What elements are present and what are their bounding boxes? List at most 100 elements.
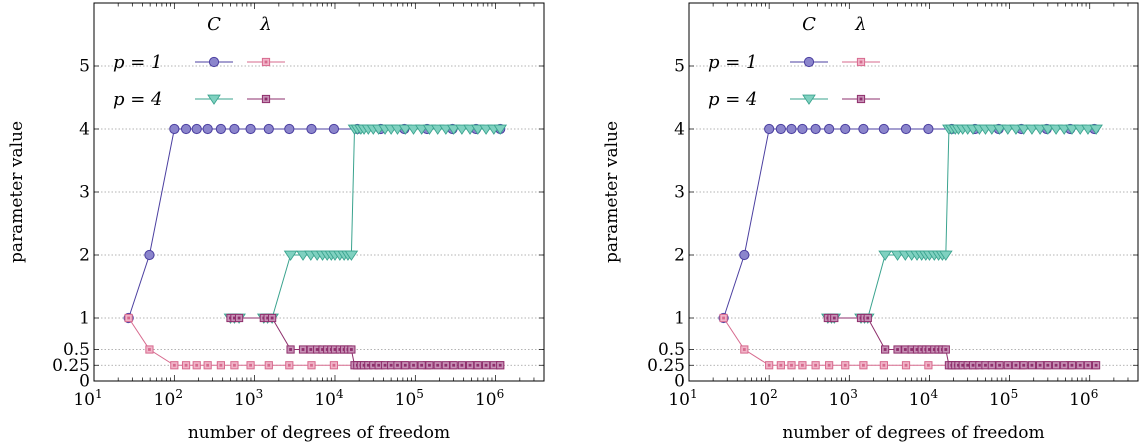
legend-marker [803,56,815,68]
x-tick-label: 106 [1069,387,1098,410]
data-point-center [332,363,336,367]
data-point-center [233,316,236,320]
data-point-center [237,316,241,320]
data-point [328,123,340,135]
data-point [493,124,508,135]
data-point-center [1046,363,1050,367]
data-point [775,123,786,135]
data-point-center [310,363,313,367]
data-point-center [219,363,223,367]
data-point-center [371,363,375,367]
data-point-center [267,363,271,367]
data-point-center [1006,363,1010,367]
data-point-center [444,363,448,367]
data-point-center [832,316,836,320]
data-point-center [790,363,793,367]
x-tick-label: 102 [749,387,778,410]
x-tick-label: 104 [909,387,939,410]
data-point [446,124,461,135]
y-tick-label: 3 [674,183,685,203]
data-point-center [928,348,931,351]
x-tick-label: 106 [475,387,504,410]
data-point-center [428,363,431,367]
data-point-center [814,363,818,367]
data-point-center [412,363,415,367]
data-point [992,124,1007,135]
data-point-center [127,316,131,320]
data-point-center [249,363,252,367]
data-point-center [321,348,324,351]
data-point-center [1062,363,1066,367]
y-tick-label: 0 [79,372,90,392]
data-point-center [362,363,366,367]
data-point-center [944,348,948,351]
data-point-center [742,348,746,351]
data-point-center [1078,363,1082,367]
data-point-center [492,363,496,367]
legend-marker-center [264,60,268,64]
data-point-center [172,363,176,367]
x-tick-label: 101 [73,387,102,410]
data-point-center [722,316,725,320]
legend-marker [802,94,816,105]
legend-marker [208,56,220,68]
y-axis-label: parameter value [602,121,622,263]
series-line [827,317,1097,366]
legend-row-label: p = 1 [708,52,758,73]
data-point-center [484,363,488,367]
legend-header-C: C [802,14,816,35]
series-line [723,128,1095,319]
data-point [1025,124,1039,135]
data-point-center [452,363,456,367]
data-point [306,123,317,135]
legend-marker [207,94,221,105]
chart-panel-1: 101 102 103 104 105 106 00.250.5 1 2 3 4 5 number of… [7,2,545,443]
data-point [797,123,808,135]
data-point [878,250,892,261]
data-point [191,123,202,135]
data-point-center [377,363,381,367]
x-tick-label: 103 [234,387,263,410]
x-tick-label: 105 [989,387,1018,410]
data-point [144,249,155,261]
data-point-center [389,363,393,367]
data-point [398,124,413,135]
data-point-center [903,348,907,351]
x-tick-label: 103 [829,387,858,410]
y-tick-label: 5 [674,57,685,77]
data-point-center [926,363,930,367]
data-point-center [915,348,919,351]
data-point [858,123,869,135]
data-point-center [883,348,887,351]
data-point [229,123,240,135]
y-tick-label: 2 [79,246,90,266]
data-point-center [984,363,987,367]
y-tick-label: 1 [674,309,685,329]
data-point-center [910,348,914,351]
data-point-center [966,363,970,367]
legend-header-lambda: λ [259,14,271,35]
data-point-center [184,363,188,367]
data-point-center [1086,363,1090,367]
data-point-center [498,363,502,367]
data-point-center [476,363,480,367]
legend-row-label: p = 4 [113,89,163,110]
data-point [180,123,192,135]
series-line [230,128,501,319]
data-point-center [338,348,342,351]
data-point [283,250,298,261]
data-point-center [195,363,199,367]
data-point-center [325,348,329,351]
data-point [169,123,180,135]
x-axis-label: number of degrees of freedom [188,423,450,443]
data-point-center [932,348,936,351]
data-point-center [266,316,270,320]
legend-marker-center [264,97,268,101]
data-point [900,123,912,135]
legend-marker-center [859,60,863,64]
data-point-center [289,348,292,351]
data-point-center [315,348,319,351]
data-point [786,123,797,135]
data-point [840,123,851,135]
data-point [284,123,295,135]
